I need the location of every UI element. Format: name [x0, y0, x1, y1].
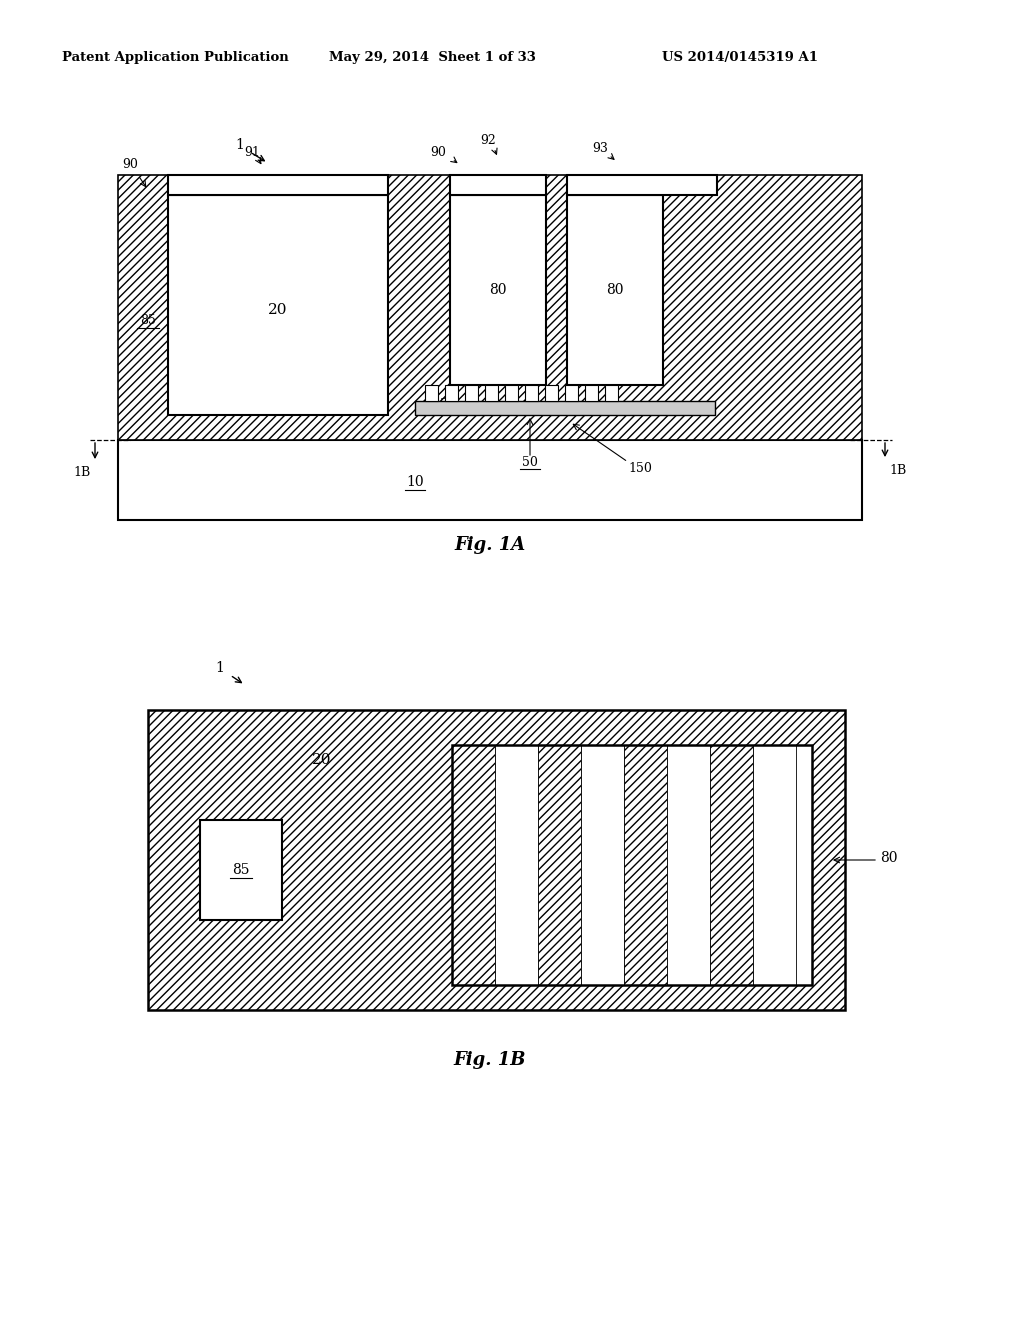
- Bar: [605, 385, 618, 401]
- Text: 1: 1: [236, 139, 245, 152]
- Text: Fig. 1A: Fig. 1A: [455, 536, 525, 554]
- Bar: [450, 176, 546, 195]
- Text: May 29, 2014  Sheet 1 of 33: May 29, 2014 Sheet 1 of 33: [329, 51, 536, 65]
- Bar: [485, 385, 498, 401]
- Bar: [168, 176, 388, 195]
- Text: 90: 90: [122, 158, 138, 172]
- Bar: [450, 195, 546, 385]
- Bar: [710, 744, 753, 985]
- Text: 80: 80: [880, 851, 897, 865]
- Text: 150: 150: [628, 462, 652, 474]
- Bar: [118, 440, 862, 520]
- Text: 1: 1: [216, 661, 224, 675]
- Bar: [667, 744, 710, 985]
- Bar: [452, 744, 495, 985]
- Text: Patent Application Publication: Patent Application Publication: [61, 51, 289, 65]
- Bar: [567, 176, 717, 195]
- Text: 15: 15: [432, 399, 447, 412]
- Bar: [567, 195, 663, 385]
- Text: 92: 92: [480, 133, 496, 147]
- Text: Fig. 1B: Fig. 1B: [454, 1051, 526, 1069]
- Bar: [415, 401, 715, 414]
- Bar: [425, 385, 438, 401]
- Text: 20: 20: [268, 304, 288, 317]
- Bar: [624, 744, 667, 985]
- Text: 93: 93: [592, 141, 608, 154]
- Text: 20: 20: [312, 752, 332, 767]
- Bar: [495, 744, 538, 985]
- Text: 10: 10: [407, 475, 424, 488]
- Bar: [452, 744, 812, 985]
- Bar: [581, 744, 624, 985]
- Text: 85: 85: [140, 314, 156, 326]
- Bar: [585, 385, 598, 401]
- Bar: [753, 744, 796, 985]
- Text: 1B: 1B: [890, 463, 906, 477]
- Bar: [148, 710, 845, 1010]
- Text: 80: 80: [489, 282, 507, 297]
- Bar: [200, 820, 282, 920]
- Bar: [525, 385, 538, 401]
- Bar: [565, 385, 578, 401]
- Bar: [545, 385, 558, 401]
- Text: 85: 85: [232, 863, 250, 876]
- Bar: [445, 385, 458, 401]
- Bar: [168, 195, 388, 414]
- Text: US 2014/0145319 A1: US 2014/0145319 A1: [662, 51, 818, 65]
- Text: 50: 50: [522, 455, 538, 469]
- Bar: [452, 744, 812, 985]
- Text: 80: 80: [606, 282, 624, 297]
- Bar: [465, 385, 478, 401]
- Text: 91: 91: [244, 145, 260, 158]
- Bar: [118, 176, 862, 440]
- Bar: [538, 744, 581, 985]
- Bar: [505, 385, 518, 401]
- Text: 1B: 1B: [74, 466, 91, 479]
- Text: 90: 90: [430, 147, 445, 160]
